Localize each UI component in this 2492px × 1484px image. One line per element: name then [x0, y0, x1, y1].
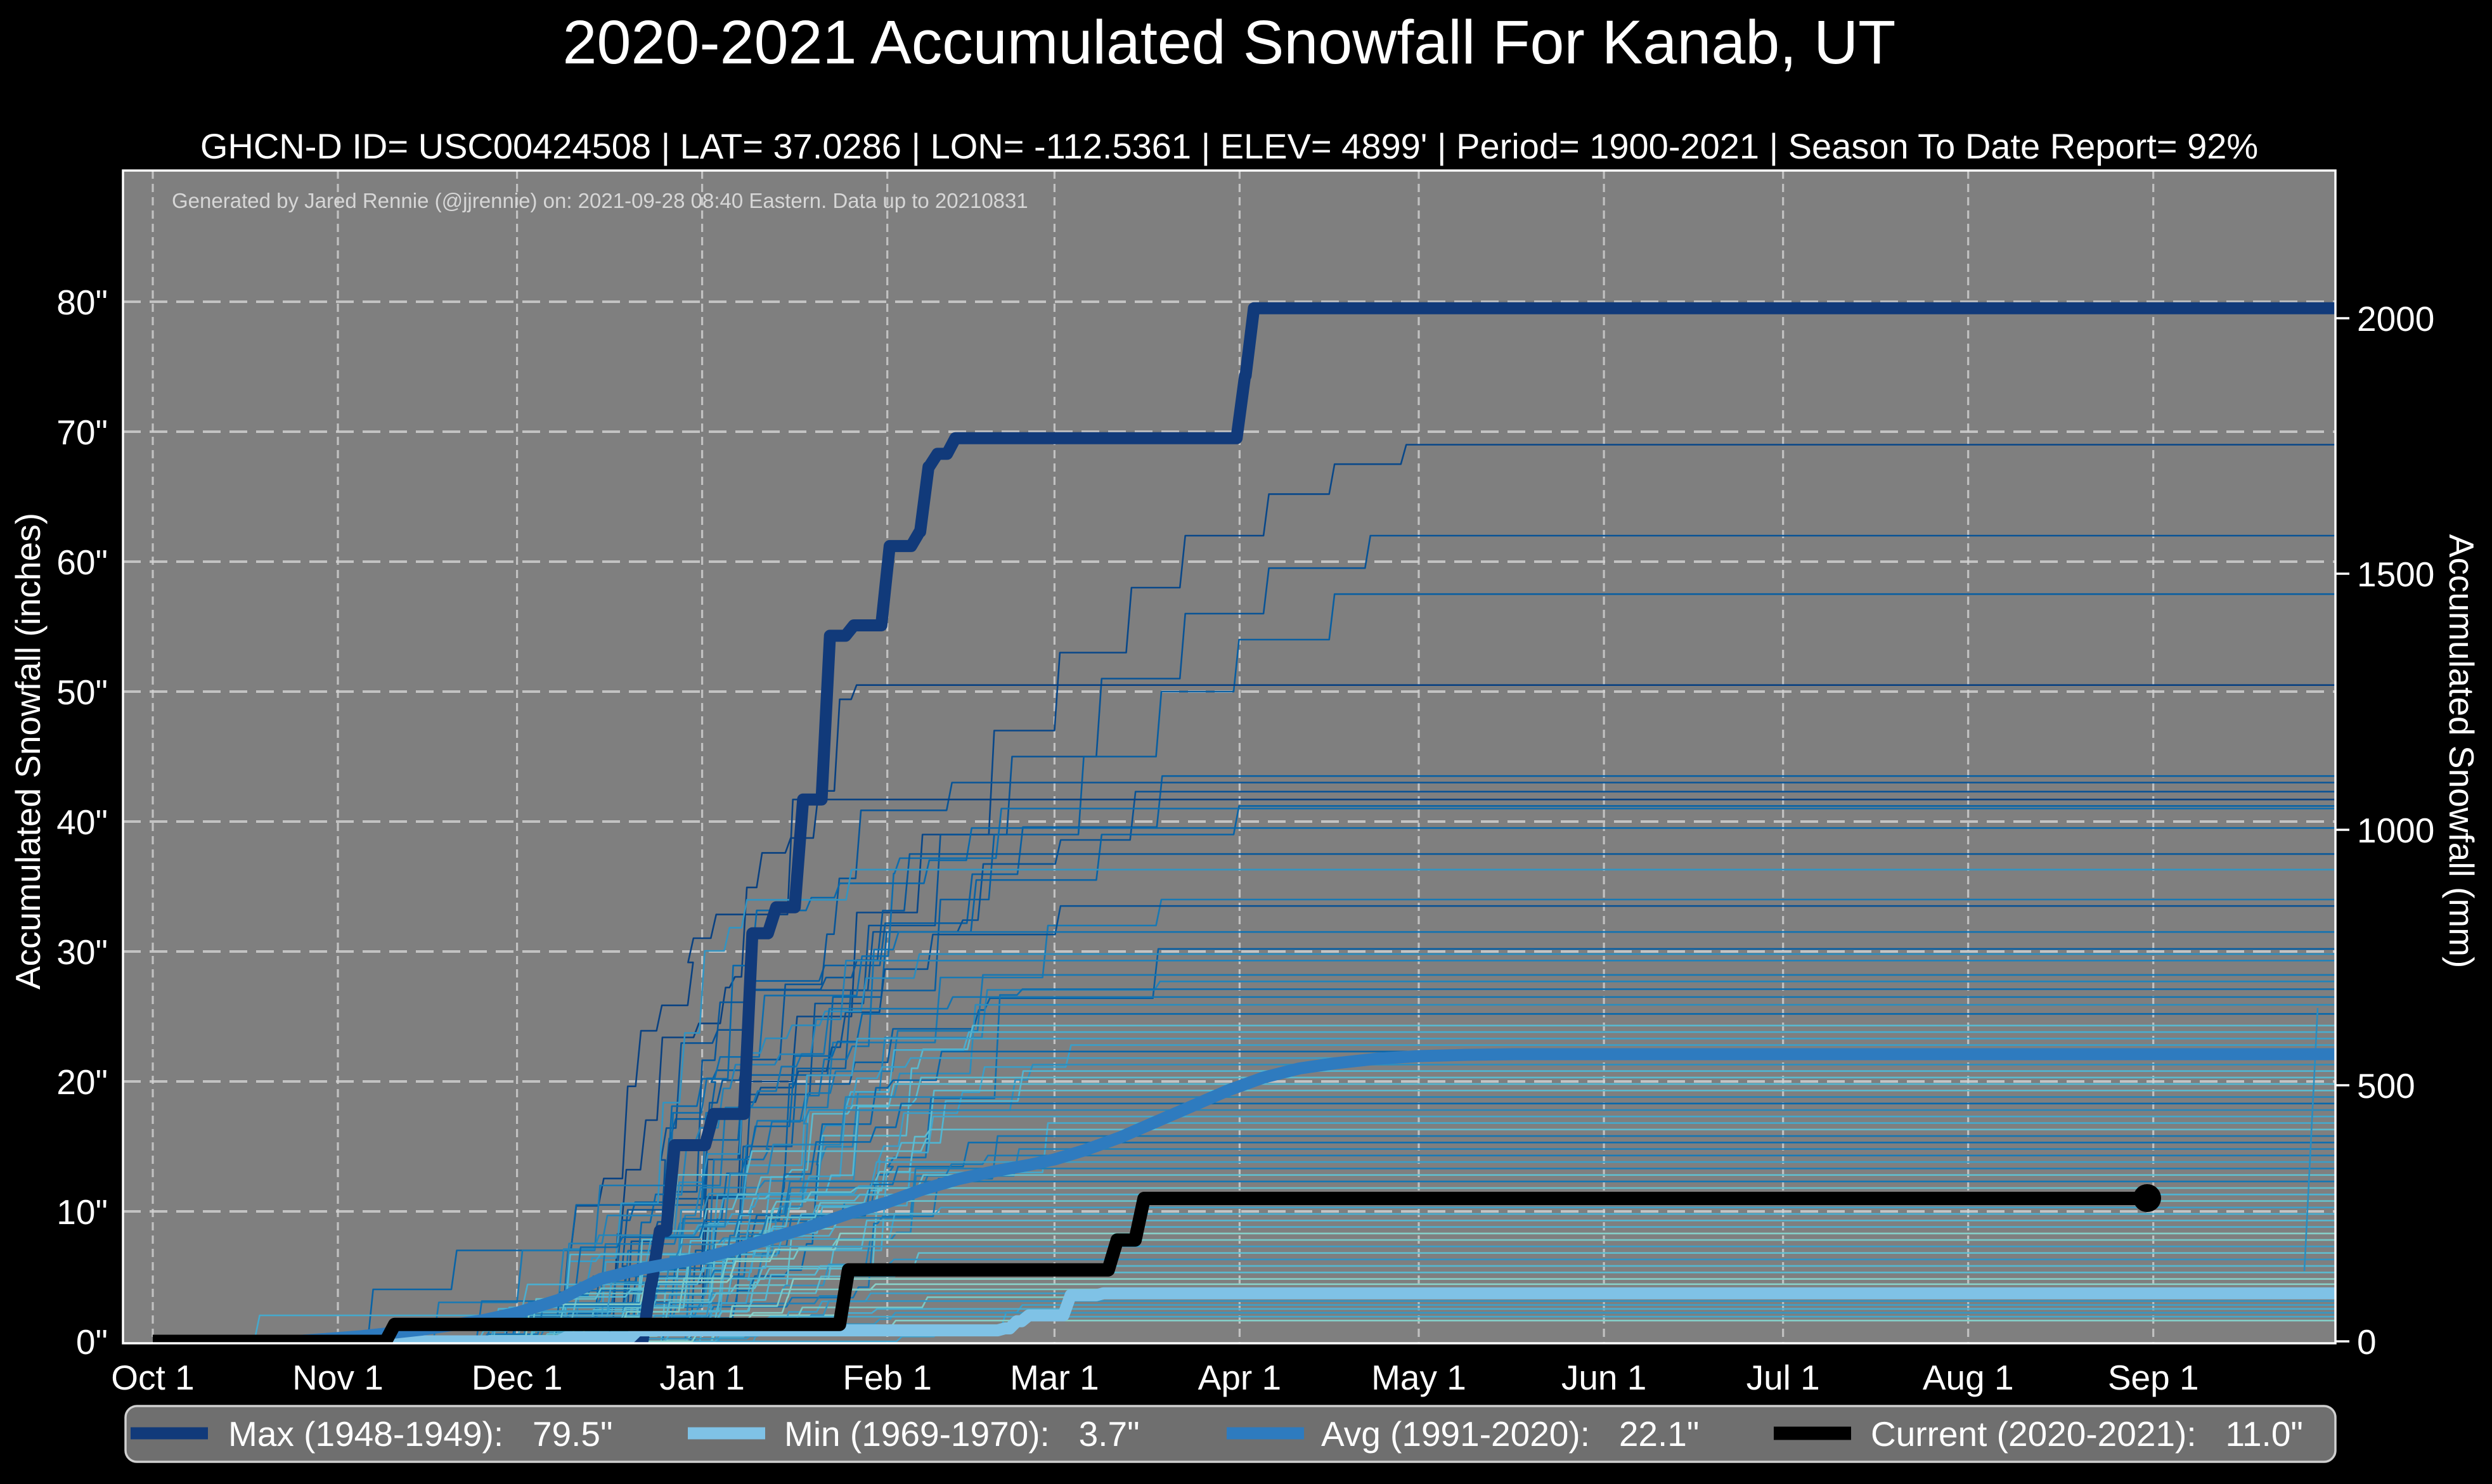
svg-text:GHCN-D ID= USC00424508 | LAT=: GHCN-D ID= USC00424508 | LAT= 37.0286 | …: [200, 126, 2258, 166]
svg-text:80": 80": [56, 283, 108, 322]
svg-text:Avg (1991-2020): 22.1": Avg (1991-2020): 22.1": [1321, 1414, 1699, 1454]
svg-text:10": 10": [56, 1192, 108, 1232]
svg-text:Oct 1: Oct 1: [111, 1358, 194, 1397]
svg-text:Accumulated Snowfall (mm): Accumulated Snowfall (mm): [2442, 534, 2481, 969]
svg-text:Accumulated Snowfall (inches): Accumulated Snowfall (inches): [8, 513, 48, 990]
svg-text:0: 0: [2357, 1322, 2377, 1362]
svg-text:30": 30": [56, 932, 108, 972]
svg-text:Min (1969-1970): 3.7": Min (1969-1970): 3.7": [784, 1414, 1140, 1454]
svg-text:Current (2020-2021): 11.0": Current (2020-2021): 11.0": [1871, 1414, 2303, 1454]
svg-text:Sep 1: Sep 1: [2108, 1358, 2199, 1397]
svg-text:May 1: May 1: [1371, 1358, 1466, 1397]
svg-text:Jun 1: Jun 1: [1561, 1358, 1647, 1397]
svg-text:Aug 1: Aug 1: [1923, 1358, 2014, 1397]
svg-text:1000: 1000: [2357, 811, 2434, 850]
svg-text:Feb 1: Feb 1: [843, 1358, 932, 1397]
svg-text:500: 500: [2357, 1066, 2415, 1106]
svg-text:Generated by Jared Rennie (@jj: Generated by Jared Rennie (@jjrennie) on…: [172, 189, 1028, 212]
svg-text:60": 60": [56, 543, 108, 582]
svg-text:2020-2021 Accumulated Snowfall: 2020-2021 Accumulated Snowfall For Kanab…: [563, 8, 1896, 77]
svg-text:40": 40": [56, 803, 108, 842]
svg-text:Dec 1: Dec 1: [472, 1358, 563, 1397]
svg-text:20": 20": [56, 1062, 108, 1102]
svg-text:0": 0": [76, 1322, 108, 1362]
svg-text:70": 70": [56, 413, 108, 452]
svg-text:Jul 1: Jul 1: [1746, 1358, 1820, 1397]
svg-text:50": 50": [56, 673, 108, 712]
svg-text:Apr 1: Apr 1: [1198, 1358, 1281, 1397]
svg-text:2000: 2000: [2357, 299, 2434, 339]
svg-text:1500: 1500: [2357, 555, 2434, 594]
svg-text:Nov 1: Nov 1: [292, 1358, 384, 1397]
svg-text:Max (1948-1949): 79.5": Max (1948-1949): 79.5": [228, 1414, 613, 1454]
svg-text:Mar 1: Mar 1: [1010, 1358, 1099, 1397]
svg-text:Jan 1: Jan 1: [659, 1358, 745, 1397]
